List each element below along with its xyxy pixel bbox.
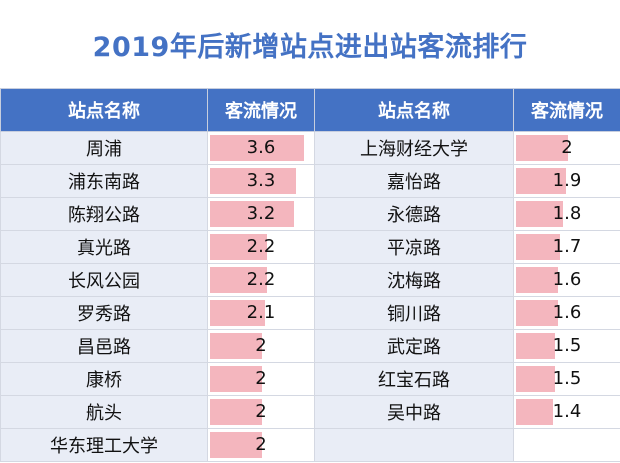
left-station-name: 长风公园 (0, 263, 208, 297)
flow-data-label: 3.2 (246, 203, 276, 224)
right-station-name: 平凉路 (314, 230, 514, 264)
header-flow-right: 客流情况 (513, 88, 620, 132)
left-flow-cell: 3.3 (207, 164, 315, 198)
left-flow-cell: 2 (207, 329, 315, 363)
left-flow-cell: 3.2 (207, 197, 315, 231)
flow-data-bar (516, 135, 568, 161)
flow-data-bar (210, 432, 262, 458)
right-flow-cell: 1.5 (513, 329, 620, 363)
flow-data-bar (516, 366, 555, 392)
left-station-name: 华东理工大学 (0, 428, 208, 462)
flow-data-bar (516, 267, 558, 293)
table-row: 陈翔公路 3.2 永德路 1.8 (0, 197, 620, 231)
left-station-name: 康桥 (0, 362, 208, 396)
left-flow-cell: 2.2 (207, 230, 315, 264)
right-flow-cell: 1.9 (513, 164, 620, 198)
right-flow-cell: 1.6 (513, 296, 620, 330)
table-row: 康桥 2 红宝石路 1.5 (0, 362, 620, 396)
table-row: 罗秀路 2.1 铜川路 1.6 (0, 296, 620, 330)
chart-title: 2019年后新增站点进出站客流排行 (92, 31, 528, 63)
left-flow-cell: 2 (207, 362, 315, 396)
left-station-name: 昌邑路 (0, 329, 208, 363)
right-station-name: 上海财经大学 (314, 131, 514, 165)
flow-data-label: 1.5 (552, 368, 582, 389)
left-station-name: 浦东南路 (0, 164, 208, 198)
left-station-name: 周浦 (0, 131, 208, 165)
flow-data-bar (516, 333, 555, 359)
left-flow-cell: 3.6 (207, 131, 315, 165)
left-station-name: 陈翔公路 (0, 197, 208, 231)
right-flow-cell: 1.5 (513, 362, 620, 396)
flow-data-bar (516, 234, 560, 260)
right-station-name: 红宝石路 (314, 362, 514, 396)
left-flow-cell: 2.1 (207, 296, 315, 330)
flow-data-bar (210, 168, 296, 194)
flow-data-label: 1.6 (552, 302, 582, 323)
flow-data-label: 2 (561, 137, 573, 158)
right-flow-cell: 1.4 (513, 395, 620, 429)
flow-data-label: 2.1 (246, 302, 276, 323)
header-station-right: 站点名称 (314, 88, 514, 132)
flow-data-bar (210, 135, 304, 161)
flow-data-label: 1.4 (552, 401, 582, 422)
table-row: 真光路 2.2 平凉路 1.7 (0, 230, 620, 264)
flow-data-bar (210, 366, 262, 392)
flow-data-bar (516, 168, 566, 194)
flow-data-bar (210, 399, 262, 425)
flow-data-label: 2 (255, 401, 267, 422)
left-flow-cell: 2 (207, 395, 315, 429)
left-station-name: 罗秀路 (0, 296, 208, 330)
right-empty-cell (513, 428, 620, 462)
flow-data-label: 1.5 (552, 335, 582, 356)
ranking-table: 站点名称 客流情况 站点名称 客流情况 周浦 3.6 上海财经大学 2 浦东南路 3.3 嘉… (0, 88, 620, 462)
table-body: 周浦 3.6 上海财经大学 2 浦东南路 3.3 嘉怡路 1.9 陈翔公路 3.2 永德路 1.8 真光… (0, 131, 620, 462)
flow-data-bar (516, 201, 563, 227)
left-station-name: 真光路 (0, 230, 208, 264)
flow-data-bar (210, 267, 267, 293)
flow-data-label: 2.2 (246, 236, 276, 257)
flow-data-label: 2.2 (246, 269, 276, 290)
flow-data-bar (210, 333, 262, 359)
table-row: 周浦 3.6 上海财经大学 2 (0, 131, 620, 165)
header-flow-left: 客流情况 (207, 88, 315, 132)
table-row: 昌邑路 2 武定路 1.5 (0, 329, 620, 363)
right-flow-cell: 1.7 (513, 230, 620, 264)
flow-data-label: 2 (255, 434, 267, 455)
flow-data-bar (210, 300, 265, 326)
flow-data-label: 1.9 (552, 170, 582, 191)
flow-data-label: 3.3 (246, 170, 276, 191)
header-row: 站点名称 客流情况 站点名称 客流情况 (0, 88, 620, 132)
right-station-name: 吴中路 (314, 395, 514, 429)
flow-data-label: 1.6 (552, 269, 582, 290)
header-station-left: 站点名称 (0, 88, 208, 132)
right-station-name: 嘉怡路 (314, 164, 514, 198)
right-station-name: 武定路 (314, 329, 514, 363)
flow-data-label: 3.6 (246, 137, 276, 158)
flow-data-bar (516, 300, 558, 326)
flow-data-label: 2 (255, 335, 267, 356)
left-flow-cell: 2.2 (207, 263, 315, 297)
right-station-name: 铜川路 (314, 296, 514, 330)
table-row: 华东理工大学 2 (0, 428, 620, 462)
flow-data-label: 1.8 (552, 203, 582, 224)
left-station-name: 航头 (0, 395, 208, 429)
right-empty-cell (314, 428, 514, 462)
right-station-name: 永德路 (314, 197, 514, 231)
right-station-name: 沈梅路 (314, 263, 514, 297)
left-flow-cell: 2 (207, 428, 315, 462)
table-row: 浦东南路 3.3 嘉怡路 1.9 (0, 164, 620, 198)
right-flow-cell: 2 (513, 131, 620, 165)
right-flow-cell: 1.6 (513, 263, 620, 297)
flow-data-bar (210, 201, 294, 227)
flow-data-label: 2 (255, 368, 267, 389)
table-row: 航头 2 吴中路 1.4 (0, 395, 620, 429)
flow-data-label: 1.7 (552, 236, 582, 257)
right-flow-cell: 1.8 (513, 197, 620, 231)
table-row: 长风公园 2.2 沈梅路 1.6 (0, 263, 620, 297)
flow-data-bar (516, 399, 553, 425)
flow-data-bar (210, 234, 267, 260)
